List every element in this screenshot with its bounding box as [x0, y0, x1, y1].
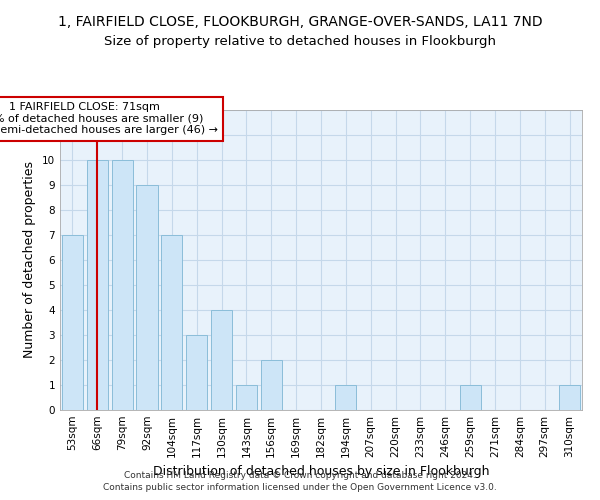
- Bar: [335, 385, 356, 410]
- Bar: [87, 160, 108, 410]
- Bar: [161, 235, 182, 410]
- Bar: [186, 335, 207, 410]
- Bar: [112, 160, 133, 410]
- Bar: [62, 235, 83, 410]
- Text: 1 FAIRFIELD CLOSE: 71sqm
← 16% of detached houses are smaller (9)
84% of semi-de: 1 FAIRFIELD CLOSE: 71sqm ← 16% of detach…: [0, 102, 218, 136]
- Bar: [559, 385, 580, 410]
- Bar: [211, 310, 232, 410]
- Bar: [261, 360, 282, 410]
- Text: 1, FAIRFIELD CLOSE, FLOOKBURGH, GRANGE-OVER-SANDS, LA11 7ND: 1, FAIRFIELD CLOSE, FLOOKBURGH, GRANGE-O…: [58, 15, 542, 29]
- X-axis label: Distribution of detached houses by size in Flookburgh: Distribution of detached houses by size …: [153, 466, 489, 478]
- Bar: [236, 385, 257, 410]
- Y-axis label: Number of detached properties: Number of detached properties: [23, 162, 37, 358]
- Bar: [136, 185, 158, 410]
- Text: Size of property relative to detached houses in Flookburgh: Size of property relative to detached ho…: [104, 35, 496, 48]
- Text: Contains HM Land Registry data © Crown copyright and database right 2024.
Contai: Contains HM Land Registry data © Crown c…: [103, 471, 497, 492]
- Bar: [460, 385, 481, 410]
